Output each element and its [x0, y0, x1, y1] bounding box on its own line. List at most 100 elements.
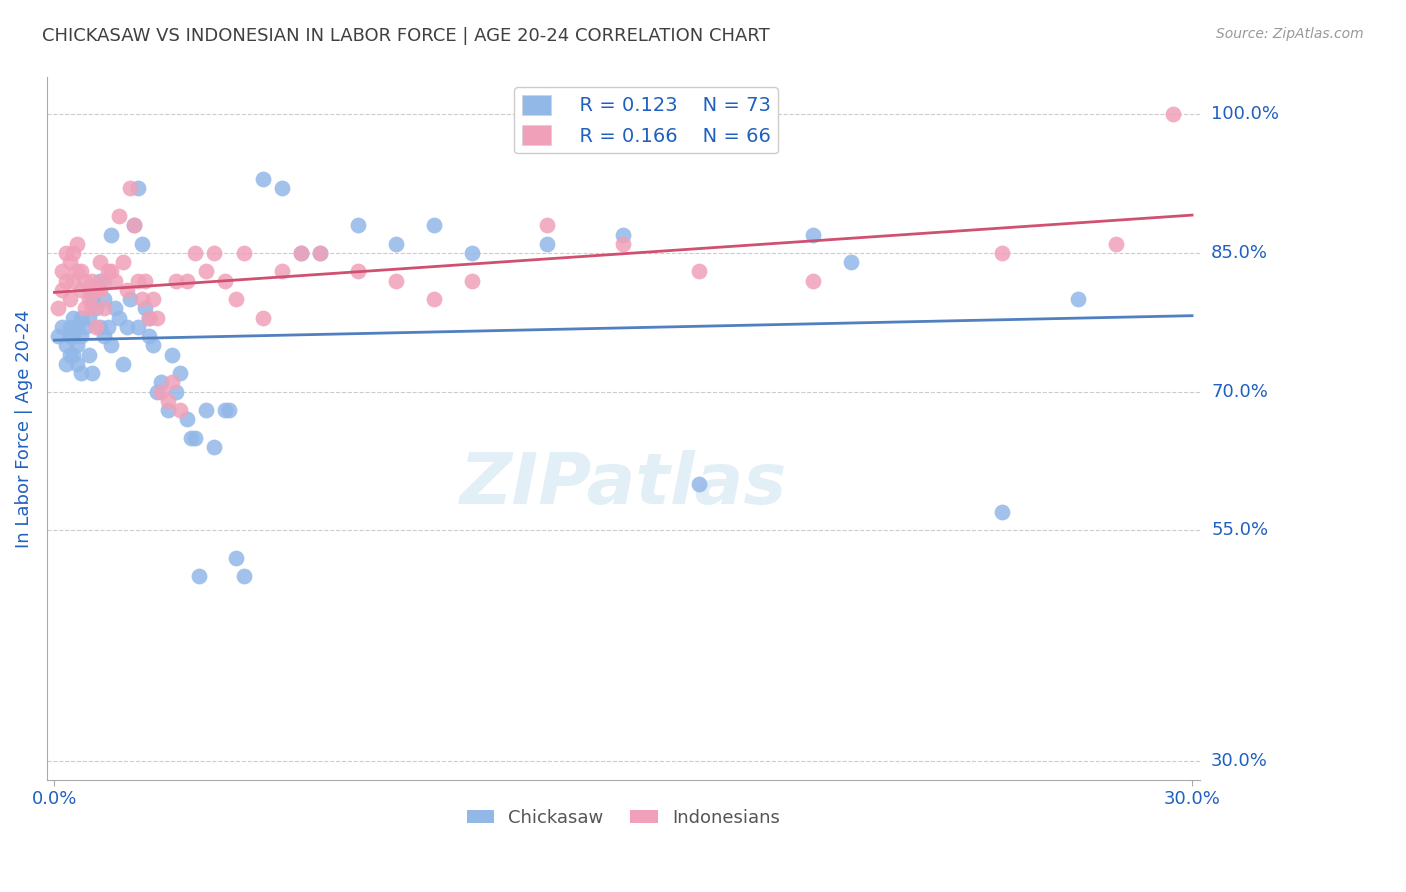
Point	[138, 329, 160, 343]
Point	[214, 274, 236, 288]
Point	[55, 338, 77, 352]
Point	[100, 338, 122, 352]
Point	[51, 319, 73, 334]
Point	[70, 283, 93, 297]
Point	[149, 384, 172, 399]
Point	[688, 477, 710, 491]
Point	[111, 357, 134, 371]
Point	[77, 283, 100, 297]
Point	[460, 246, 482, 260]
Point	[115, 319, 138, 334]
Text: CHICKASAW VS INDONESIAN IN LABOR FORCE | AGE 20-24 CORRELATION CHART: CHICKASAW VS INDONESIAN IN LABOR FORCE |…	[42, 27, 770, 45]
Text: 100.0%: 100.0%	[1211, 105, 1279, 123]
Text: ZIPatlas: ZIPatlas	[460, 450, 787, 519]
Point	[801, 274, 824, 288]
Point	[309, 246, 332, 260]
Point	[801, 227, 824, 242]
Point	[169, 366, 191, 380]
Point	[346, 219, 368, 233]
Point	[84, 283, 107, 297]
Point	[77, 348, 100, 362]
Point	[73, 319, 96, 334]
Point	[127, 274, 149, 288]
Point	[271, 181, 294, 195]
Point	[180, 431, 202, 445]
Point	[93, 274, 115, 288]
Point	[93, 329, 115, 343]
Point	[108, 310, 131, 325]
Point	[271, 264, 294, 278]
Point	[115, 283, 138, 297]
Point	[195, 403, 218, 417]
Point	[59, 348, 82, 362]
Point	[46, 329, 69, 343]
Point	[89, 319, 111, 334]
Point	[82, 292, 104, 306]
Point	[346, 264, 368, 278]
Point	[70, 264, 93, 278]
Point	[59, 319, 82, 334]
Point	[70, 366, 93, 380]
Point	[122, 219, 145, 233]
Point	[55, 246, 77, 260]
Point	[225, 550, 247, 565]
Point	[536, 219, 558, 233]
Point	[384, 274, 406, 288]
Y-axis label: In Labor Force | Age 20-24: In Labor Force | Age 20-24	[15, 310, 32, 548]
Point	[202, 246, 225, 260]
Point	[146, 310, 169, 325]
Point	[165, 274, 187, 288]
Point	[89, 274, 111, 288]
Point	[195, 264, 218, 278]
Point	[62, 348, 84, 362]
Point	[536, 236, 558, 251]
Point	[187, 569, 209, 583]
Point	[991, 505, 1014, 519]
Point	[51, 264, 73, 278]
Point	[176, 274, 198, 288]
Point	[82, 366, 104, 380]
Point	[93, 292, 115, 306]
Point	[169, 403, 191, 417]
Point	[131, 292, 153, 306]
Point	[176, 412, 198, 426]
Point	[688, 264, 710, 278]
Point	[142, 338, 165, 352]
Point	[66, 264, 89, 278]
Legend: Chickasaw, Indonesians: Chickasaw, Indonesians	[460, 801, 787, 834]
Point	[66, 319, 89, 334]
Text: Source: ZipAtlas.com: Source: ZipAtlas.com	[1216, 27, 1364, 41]
Point	[252, 310, 274, 325]
Point	[111, 255, 134, 269]
Text: 30.0%: 30.0%	[1211, 752, 1268, 770]
Point	[120, 181, 142, 195]
Point	[839, 255, 862, 269]
Text: 70.0%: 70.0%	[1211, 383, 1268, 401]
Point	[384, 236, 406, 251]
Point	[184, 246, 207, 260]
Point	[62, 329, 84, 343]
Point	[84, 301, 107, 316]
Point	[138, 310, 160, 325]
Point	[157, 393, 180, 408]
Point	[422, 219, 444, 233]
Point	[108, 209, 131, 223]
Point	[1067, 292, 1090, 306]
Point	[149, 376, 172, 390]
Point	[89, 283, 111, 297]
Point	[233, 569, 256, 583]
Point	[290, 246, 312, 260]
Point	[97, 319, 120, 334]
Point	[100, 264, 122, 278]
Point	[59, 329, 82, 343]
Point	[218, 403, 240, 417]
Text: 55.0%: 55.0%	[1211, 521, 1268, 539]
Point	[146, 384, 169, 399]
Point	[225, 292, 247, 306]
Point	[252, 172, 274, 186]
Point	[138, 310, 160, 325]
Point	[142, 292, 165, 306]
Point	[73, 301, 96, 316]
Text: 85.0%: 85.0%	[1211, 244, 1268, 262]
Point	[612, 236, 634, 251]
